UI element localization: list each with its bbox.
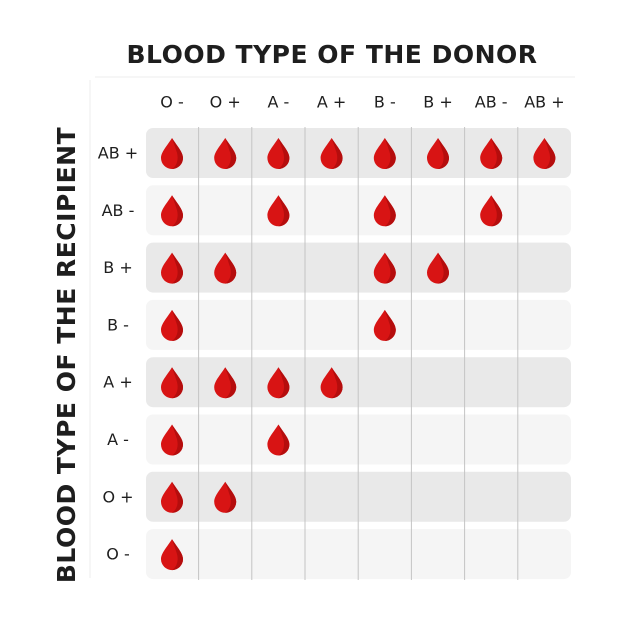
row-label: O - (106, 545, 129, 564)
column-label: O - (160, 93, 183, 112)
donor-title: BLOOD TYPE OF THE DONOR (126, 40, 537, 69)
cells: O - O + A - A + B - B + AB - AB + AB + AB - B + B -… (98, 93, 565, 571)
row-label: O + (102, 487, 133, 506)
column-label: A - (267, 93, 289, 112)
column-label: AB - (475, 93, 508, 112)
column-label: O + (210, 93, 241, 112)
column-label: AB + (524, 93, 564, 112)
row-label: B + (103, 258, 132, 277)
row-label: A + (103, 373, 132, 392)
row-label: AB - (102, 201, 135, 220)
row-label: A - (107, 430, 129, 449)
column-label: B - (374, 93, 396, 112)
row-label: B - (107, 315, 129, 334)
column-lines (198, 127, 519, 580)
row-label: AB + (98, 144, 138, 163)
recipient-title: BLOOD TYPE OF THE RECIPIENT (52, 127, 81, 583)
column-label: B + (423, 93, 452, 112)
column-label: A + (317, 93, 346, 112)
